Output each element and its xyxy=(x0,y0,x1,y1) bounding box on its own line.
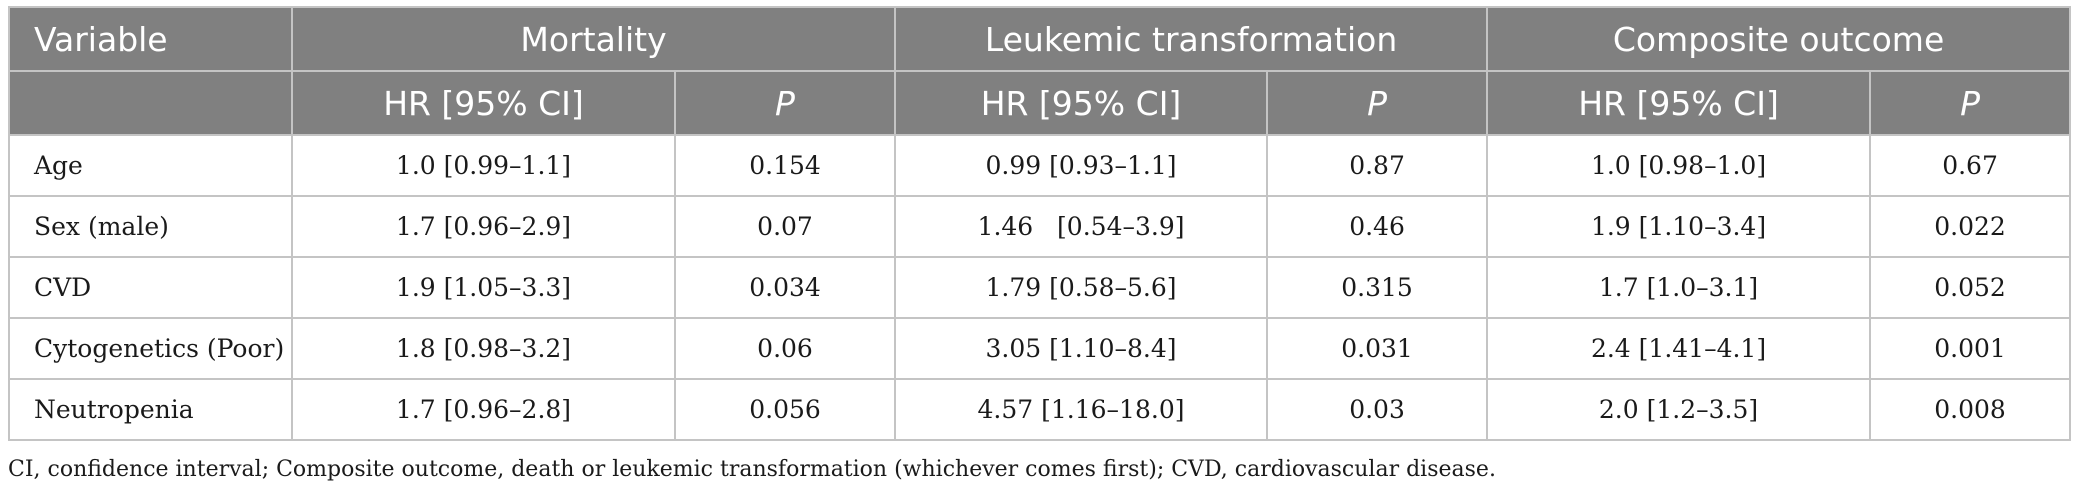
cell-leukemic-hr: 0.99 [0.93–1.1] xyxy=(894,134,1269,197)
cell-composite-p: 0.67 xyxy=(1869,134,2072,197)
cell-mortality-hr: 1.0 [0.99–1.1] xyxy=(291,134,676,197)
cell-mortality-hr: 1.8 [0.98–3.2] xyxy=(291,317,676,380)
table-row: CVD 1.9 [1.05–3.3] 0.034 1.79 [0.58–5.6]… xyxy=(8,256,2072,319)
header-leukemic-hr: HR [95% CI] xyxy=(894,70,1269,136)
cell-leukemic-hr: 3.05 [1.10–8.4] xyxy=(894,317,1269,380)
cell-variable: Cytogenetics (Poor) xyxy=(8,317,293,380)
cell-leukemic-p: 0.46 xyxy=(1266,195,1489,258)
header-row-subcolumns: HR [95% CI] P HR [95% CI] P HR [95% CI] … xyxy=(8,70,2072,136)
table-row: Cytogenetics (Poor) 1.8 [0.98–3.2] 0.06 … xyxy=(8,317,2072,380)
results-table-container: Variable Mortality Leukemic transformati… xyxy=(8,6,2072,441)
header-mortality: Mortality xyxy=(290,6,897,72)
cell-mortality-hr: 1.7 [0.96–2.9] xyxy=(291,195,676,258)
cell-composite-p: 0.001 xyxy=(1869,317,2072,380)
table-footnote: CI, confidence interval; Composite outco… xyxy=(8,457,1496,482)
header-variable: Variable xyxy=(8,6,293,72)
cell-leukemic-p: 0.031 xyxy=(1266,317,1489,380)
header-leukemic-transformation: Leukemic transformation xyxy=(894,6,1489,72)
cell-composite-hr: 2.0 [1.2–3.5] xyxy=(1486,378,1872,441)
cell-composite-hr: 1.7 [1.0–3.1] xyxy=(1486,256,1872,319)
table-row: Sex (male) 1.7 [0.96–2.9] 0.07 1.46 [0.5… xyxy=(8,195,2072,258)
cell-composite-hr: 2.4 [1.41–4.1] xyxy=(1486,317,1872,380)
header-leukemic-p: P xyxy=(1266,70,1489,136)
cell-mortality-p: 0.07 xyxy=(673,195,897,258)
cell-composite-p: 0.052 xyxy=(1869,256,2072,319)
table-row: Neutropenia 1.7 [0.96–2.8] 0.056 4.57 [1… xyxy=(8,378,2072,441)
cell-variable: Sex (male) xyxy=(8,195,293,258)
header-composite-outcome: Composite outcome xyxy=(1486,6,2072,72)
header-mortality-hr: HR [95% CI] xyxy=(291,70,676,136)
cell-variable: Neutropenia xyxy=(8,378,293,441)
cell-composite-p: 0.008 xyxy=(1869,378,2072,441)
cell-leukemic-p: 0.03 xyxy=(1266,378,1489,441)
cell-mortality-p: 0.06 xyxy=(673,317,897,380)
cell-leukemic-hr: 4.57 [1.16–18.0] xyxy=(894,378,1269,441)
cell-leukemic-p: 0.315 xyxy=(1266,256,1489,319)
cell-mortality-hr: 1.7 [0.96–2.8] xyxy=(291,378,676,441)
header-composite-hr: HR [95% CI] xyxy=(1486,70,1872,136)
cell-mortality-p: 0.034 xyxy=(673,256,897,319)
cell-mortality-p: 0.154 xyxy=(673,134,897,197)
header-variable-blank xyxy=(8,70,293,136)
cell-variable: Age xyxy=(8,134,293,197)
header-row-groups: Variable Mortality Leukemic transformati… xyxy=(8,6,2072,72)
hazard-ratio-table: Variable Mortality Leukemic transformati… xyxy=(8,6,2072,441)
cell-leukemic-hr: 1.79 [0.58–5.6] xyxy=(894,256,1269,319)
cell-mortality-p: 0.056 xyxy=(673,378,897,441)
table-row: Age 1.0 [0.99–1.1] 0.154 0.99 [0.93–1.1]… xyxy=(8,134,2072,197)
cell-leukemic-p: 0.87 xyxy=(1266,134,1489,197)
header-mortality-p: P xyxy=(673,70,897,136)
cell-variable: CVD xyxy=(8,256,293,319)
cell-mortality-hr: 1.9 [1.05–3.3] xyxy=(291,256,676,319)
cell-composite-hr: 1.0 [0.98–1.0] xyxy=(1486,134,1872,197)
header-composite-p: P xyxy=(1869,70,2072,136)
cell-leukemic-hr: 1.46 [0.54–3.9] xyxy=(894,195,1269,258)
cell-composite-p: 0.022 xyxy=(1869,195,2072,258)
cell-composite-hr: 1.9 [1.10–3.4] xyxy=(1486,195,1872,258)
